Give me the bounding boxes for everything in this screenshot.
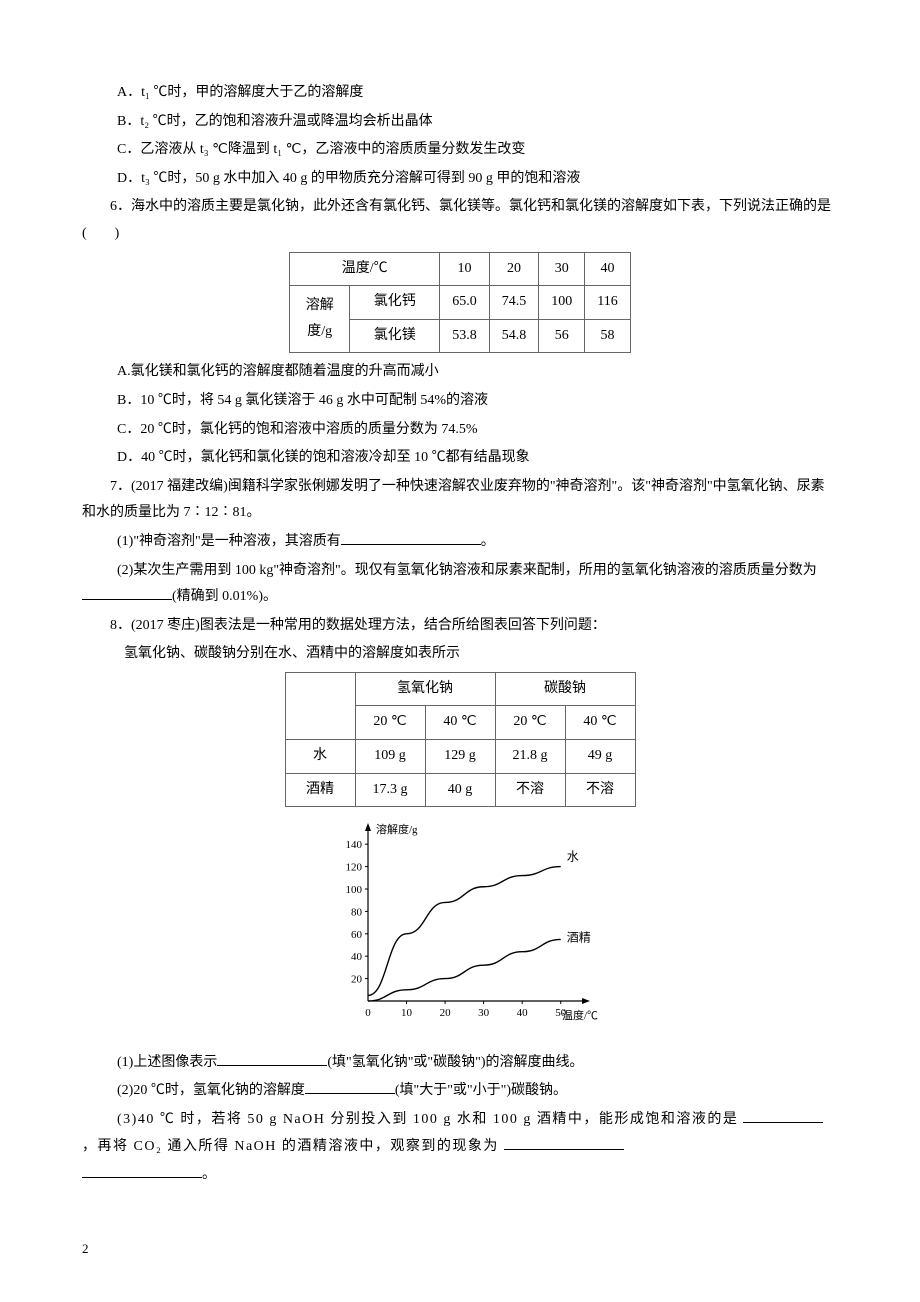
svg-text:溶解度/g: 溶解度/g	[376, 822, 418, 836]
r0-name: 水	[285, 740, 355, 774]
q8-p3-cont: 。	[82, 1162, 838, 1189]
hdr-temp: 温度/℃	[290, 252, 440, 286]
row0-v3: 116	[585, 286, 630, 320]
blank	[341, 530, 481, 545]
r1-v1: 40 g	[425, 773, 495, 807]
svg-text:20: 20	[351, 974, 363, 986]
solubility-table-1: 温度/℃ 10 20 30 40 溶解度/g 氯化钙 65.0 74.5 100…	[289, 252, 630, 354]
q7-p1: (1)"神奇溶剂"是一种溶液，其溶质有 。	[82, 529, 838, 556]
blank	[217, 1050, 327, 1065]
row0-name: 氯化钙	[350, 286, 440, 320]
svg-text:140: 140	[346, 839, 363, 851]
r0-v3: 49 g	[565, 740, 635, 774]
q7-p1a: (1)"神奇溶剂"是一种溶液，其溶质有	[117, 534, 341, 549]
row-label: 溶解度/g	[290, 286, 350, 353]
q6-table: 温度/℃ 10 20 30 40 溶解度/g 氯化钙 65.0 74.5 100…	[82, 252, 838, 354]
solubility-chart: 2040608010012014001020304050溶解度/g温度/℃水酒精	[82, 819, 838, 1040]
r1-v0: 17.3 g	[355, 773, 425, 807]
q6-opt-b: B．10 ℃时，将 54 g 氯化镁溶于 46 g 水中可配制 54%的溶液	[82, 388, 838, 415]
q8-p1b: (填"氢氧化钠"或"碳酸钠")的溶解度曲线。	[327, 1055, 583, 1070]
svg-text:40: 40	[517, 1007, 529, 1019]
q8-p2a: (2)20 ℃时，氢氧化钠的溶解度	[117, 1083, 305, 1098]
r0-v2: 21.8 g	[495, 740, 565, 774]
svg-text:20: 20	[440, 1007, 452, 1019]
temp-0: 10	[440, 252, 490, 286]
r1-name: 酒精	[285, 773, 355, 807]
svg-text:10: 10	[401, 1007, 413, 1019]
svg-text:40: 40	[351, 951, 363, 963]
q6-opt-a: A.氯化镁和氯化钙的溶解度都随着温度的升高而减小	[82, 359, 838, 386]
q6-stem: 6．海水中的溶质主要是氯化钠，此外还含有氯化钙、氯化镁等。氯化钙和氯化镁的溶解度…	[82, 194, 838, 247]
blank	[82, 585, 172, 600]
q8-p2b: (填"大于"或"小于")碳酸钠。	[395, 1083, 567, 1098]
q6-opt-d: D．40 ℃时，氯化钙和氯化镁的饱和溶液冷却至 10 ℃都有结晶现象	[82, 445, 838, 472]
q6-opt-c: C．20 ℃时，氯化钙的饱和溶液中溶质的质量分数为 74.5%	[82, 417, 838, 444]
q8-p1: (1)上述图像表示 (填"氢氧化钠"或"碳酸钠")的溶解度曲线。	[82, 1050, 838, 1077]
q5-opt-a: A．t₁ ℃时，甲的溶解度大于乙的溶解度	[82, 80, 838, 107]
svg-text:80: 80	[351, 907, 363, 919]
temp-1: 20	[489, 252, 539, 286]
empty-hdr	[285, 672, 355, 739]
svg-text:30: 30	[478, 1007, 490, 1019]
page-number: 2	[82, 1237, 89, 1262]
q5-opt-c: C．乙溶液从 t₃ ℃降温到 t₁ ℃，乙溶液中的溶质质量分数发生改变	[82, 137, 838, 164]
row0-v2: 100	[539, 286, 585, 320]
hdr-group2: 碳酸钠	[495, 672, 635, 706]
blank	[504, 1134, 624, 1149]
row1-v1: 54.8	[489, 319, 539, 353]
t1: 40 ℃	[425, 706, 495, 740]
t2: 20 ℃	[495, 706, 565, 740]
svg-text:120: 120	[346, 862, 363, 874]
t0: 20 ℃	[355, 706, 425, 740]
svg-text:100: 100	[346, 884, 363, 896]
row1-v2: 56	[539, 319, 585, 353]
temp-3: 40	[585, 252, 630, 286]
row0-v0: 65.0	[440, 286, 490, 320]
row0-v1: 74.5	[489, 286, 539, 320]
q8-p1a: (1)上述图像表示	[117, 1055, 217, 1070]
r0-v0: 109 g	[355, 740, 425, 774]
q8-table: 氢氧化钠 碳酸钠 20 ℃ 40 ℃ 20 ℃ 40 ℃ 水 109 g 129…	[82, 672, 838, 807]
q7-p2a: (2)某次生产需用到 100 kg"神奇溶剂"。现仅有氢氧化钠溶液和尿素来配制，…	[117, 563, 817, 578]
q7-p2: (2)某次生产需用到 100 kg"神奇溶剂"。现仅有氢氧化钠溶液和尿素来配制，…	[82, 558, 838, 611]
q8-p2: (2)20 ℃时，氢氧化钠的溶解度 (填"大于"或"小于")碳酸钠。	[82, 1078, 838, 1105]
q8-p3c: 。	[202, 1167, 216, 1182]
svg-text:温度/℃: 温度/℃	[562, 1008, 598, 1022]
t3: 40 ℃	[565, 706, 635, 740]
r0-v1: 129 g	[425, 740, 495, 774]
q8-p3: (3)40 ℃ 时，若将 50 g NaOH 分别投入到 100 g 水和 10…	[82, 1107, 838, 1160]
blank	[743, 1108, 823, 1123]
q5-opt-d: D．t₃ ℃时，50 g 水中加入 40 g 的甲物质充分溶解可得到 90 g …	[82, 166, 838, 193]
chart-svg: 2040608010012014001020304050溶解度/g温度/℃水酒精	[320, 819, 600, 1029]
row1-v3: 58	[585, 319, 630, 353]
q7-stem: 7．(2017 福建改编)闽籍科学家张俐娜发明了一种快速溶解农业废弃物的"神奇溶…	[82, 474, 838, 527]
row1-v0: 53.8	[440, 319, 490, 353]
temp-2: 30	[539, 252, 585, 286]
row1-name: 氯化镁	[350, 319, 440, 353]
blank	[305, 1079, 395, 1094]
hdr-group1: 氢氧化钠	[355, 672, 495, 706]
r1-v2: 不溶	[495, 773, 565, 807]
q5-opt-b: B．t₂ ℃时，乙的饱和溶液升温或降温均会析出晶体	[82, 109, 838, 136]
q8-p3a: (3)40 ℃ 时，若将 50 g NaOH 分别投入到 100 g 水和 10…	[117, 1112, 738, 1127]
q8-p3b: ，再将 CO₂ 通入所得 NaOH 的酒精溶液中，观察到的现象为	[82, 1139, 499, 1154]
svg-text:酒精: 酒精	[567, 931, 591, 945]
q7-p2b: (精确到 0.01%)。	[172, 589, 277, 604]
svg-text:0: 0	[365, 1007, 371, 1019]
svg-text:水: 水	[567, 850, 579, 864]
q8-stem: 8．(2017 枣庄)图表法是一种常用的数据处理方法，结合所给图表回答下列问题：	[82, 613, 838, 640]
r1-v3: 不溶	[565, 773, 635, 807]
q8-sub: 氢氧化钠、碳酸钠分别在水、酒精中的溶解度如表所示	[82, 641, 838, 668]
svg-text:60: 60	[351, 929, 363, 941]
q7-p1b: 。	[481, 534, 495, 549]
blank	[82, 1163, 202, 1178]
solubility-table-2: 氢氧化钠 碳酸钠 20 ℃ 40 ℃ 20 ℃ 40 ℃ 水 109 g 129…	[285, 672, 636, 807]
